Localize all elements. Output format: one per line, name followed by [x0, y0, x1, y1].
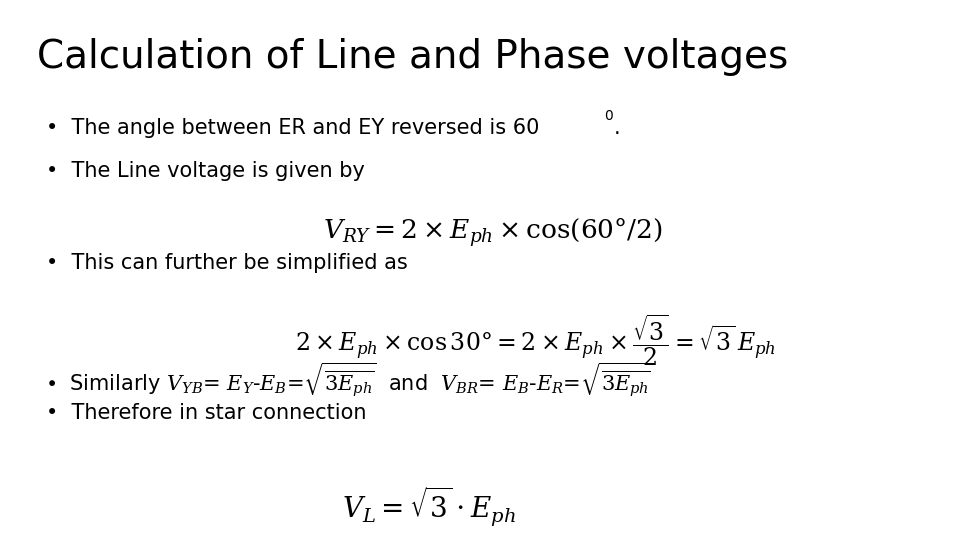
- Text: •  This can further be simplified as: • This can further be simplified as: [46, 253, 408, 273]
- Text: .: .: [613, 118, 620, 138]
- Text: $V_L = \sqrt{3} \cdot E_{ph}$: $V_L = \sqrt{3} \cdot E_{ph}$: [342, 484, 516, 528]
- Text: $2 \times E_{ph} \times \cos 30° = 2 \times E_{ph} \times \dfrac{\sqrt{3}}{2} = : $2 \times E_{ph} \times \cos 30° = 2 \ti…: [296, 312, 777, 368]
- Text: •  The angle between ER and EY reversed is 60: • The angle between ER and EY reversed i…: [46, 118, 540, 138]
- Text: Calculation of Line and Phase voltages: Calculation of Line and Phase voltages: [36, 38, 788, 76]
- Text: 0: 0: [605, 109, 613, 123]
- Text: $\bullet$  Similarly $V_{YB}$= $E_Y$-$E_B$=$\sqrt{\overline{3E_{ph}}}$  and  $V_: $\bullet$ Similarly $V_{YB}$= $E_Y$-$E_B…: [46, 360, 654, 400]
- Text: •  The Line voltage is given by: • The Line voltage is given by: [46, 161, 365, 181]
- Text: $V_{RY} = 2 \times E_{ph} \times \cos(60°/2)$: $V_{RY} = 2 \times E_{ph} \times \cos(60…: [324, 215, 662, 249]
- Text: •  Therefore in star connection: • Therefore in star connection: [46, 403, 367, 423]
